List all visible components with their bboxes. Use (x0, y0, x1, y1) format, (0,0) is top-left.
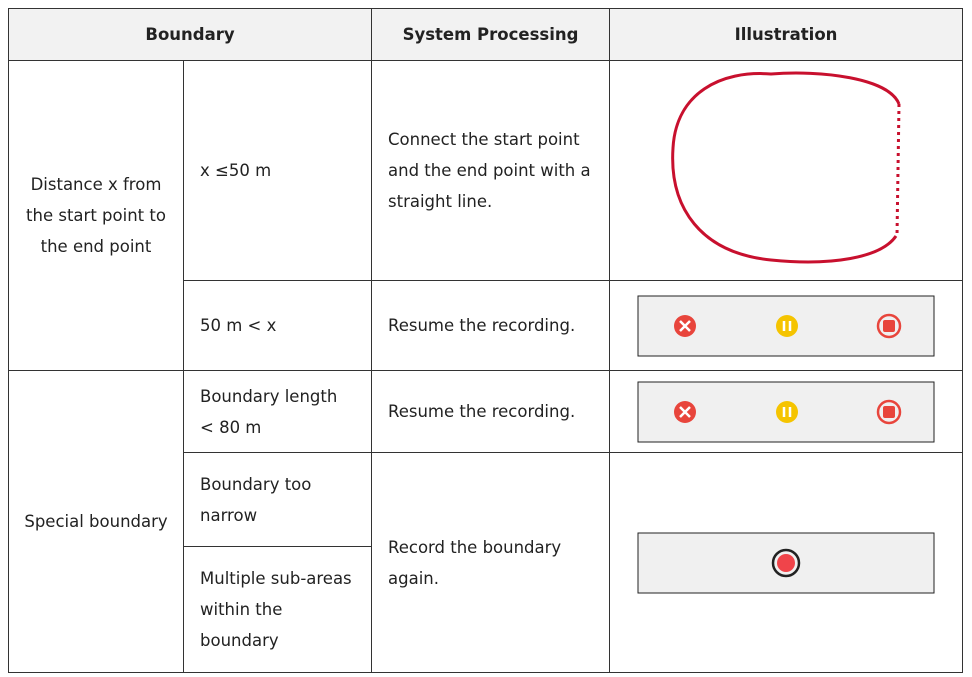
boundary-table: Boundary System Processing Illustration … (8, 8, 963, 673)
header-cell: System Processing (371, 8, 610, 61)
control-bar (637, 295, 935, 356)
illustration (609, 60, 963, 281)
control-bar (637, 381, 935, 442)
boundary-loop (671, 71, 901, 264)
processing: Connect the start point and the end poin… (371, 60, 610, 281)
condition: Multiple sub-areas within the boundary (183, 546, 372, 673)
processing: Resume the recording. (371, 280, 610, 371)
header-cell: Boundary (8, 8, 372, 61)
condition: 50 m < x (183, 280, 372, 371)
condition: Boundary too narrow (183, 452, 372, 547)
group-label: Special boundary (8, 370, 184, 673)
illustration (609, 370, 963, 453)
processing: Record the boundary again. (371, 452, 610, 673)
condition: x ≤50 m (183, 60, 372, 281)
record-bar (637, 532, 935, 593)
header-cell: Illustration (609, 8, 963, 61)
processing: Resume the recording. (371, 370, 610, 453)
group-label: Distance x from the start point to the e… (8, 60, 184, 371)
condition: Boundary length < 80 m (183, 370, 372, 453)
illustration (609, 280, 963, 371)
illustration (609, 452, 963, 673)
